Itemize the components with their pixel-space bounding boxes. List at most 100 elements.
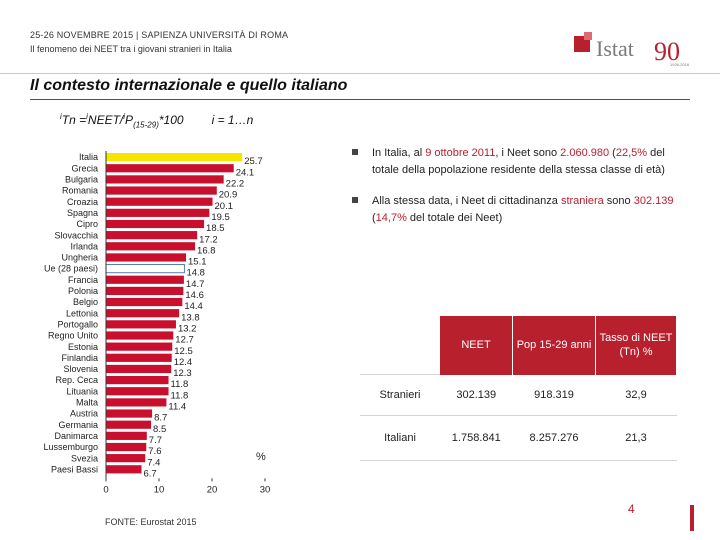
bullet-date: 9 ottobre 2011 [425, 147, 496, 159]
bullet-italy: In Italia, al 9 ottobre 2011, i Neet son… [352, 145, 682, 179]
table-cell: 302.139 [440, 374, 513, 416]
bar [106, 364, 172, 374]
header-event: 25-26 NOVEMBRE 2015 | SAPIENZA UNIVERSIT… [30, 30, 289, 40]
page-number: 4 [628, 502, 635, 516]
value-label: 7.4 [147, 457, 160, 468]
category-label: Lettonia [66, 308, 98, 318]
value-label: 25.7 [244, 156, 263, 167]
category-label: Spagna [67, 208, 98, 218]
bar [106, 242, 196, 251]
bar [106, 331, 174, 340]
category-label: Finlandia [61, 353, 98, 363]
bar [106, 219, 205, 229]
logo-anniversary: 90 [654, 37, 680, 66]
bar [106, 387, 169, 396]
table-cell: 8.257.276 [512, 415, 596, 461]
value-label: 11.8 [171, 390, 189, 401]
table-header: Pop 15-29 anni [512, 316, 596, 375]
value-label: 14.4 [184, 301, 203, 312]
logo-text: Istat [596, 36, 634, 61]
bar [106, 442, 147, 452]
bar [106, 275, 184, 284]
table-row-label: Italiani [360, 415, 440, 461]
value-label: 14.8 [186, 268, 205, 279]
category-label: Ungheria [61, 253, 98, 263]
formula-sup-1: i [60, 112, 62, 121]
bar [106, 431, 147, 440]
table-corner [360, 316, 440, 375]
value-label: 7.7 [149, 435, 162, 446]
table-header-row: NEET Pop 15-29 anni Tasso di NEET (Tn) % [360, 316, 677, 375]
value-label: 8.7 [154, 413, 167, 424]
category-label: Lituania [66, 386, 98, 396]
value-label: 22.2 [226, 179, 245, 190]
bar [106, 454, 146, 463]
formula-tn: Tn = [61, 113, 87, 127]
unit-label: % [256, 451, 266, 463]
category-label: Grecia [71, 163, 98, 173]
header-divider [0, 73, 720, 74]
x-tick-label: 0 [103, 484, 108, 495]
bullet-foreign-total: 302.139 [633, 195, 674, 207]
bar [106, 465, 142, 474]
value-label: 7.6 [148, 446, 161, 457]
bar [106, 153, 243, 162]
bar [105, 264, 185, 274]
category-label: Portogallo [57, 319, 98, 329]
category-label: Cipro [76, 219, 98, 229]
bullet-foreign: Alla stessa data, i Neet di cittadinanza… [352, 193, 682, 227]
bar [106, 186, 217, 195]
category-label: Italia [79, 152, 98, 162]
bar [106, 208, 210, 217]
istat-logo: Istat 90 1926-2016 [574, 32, 690, 67]
table-cell: 1.758.841 [440, 415, 513, 461]
value-label: 8.5 [153, 424, 166, 435]
bar [106, 164, 234, 173]
bar [106, 286, 184, 295]
table-row-label: Stranieri [360, 374, 440, 416]
value-label: 19.5 [211, 212, 230, 223]
value-label: 17.2 [199, 234, 218, 245]
value-label: 14.7 [186, 279, 205, 290]
header-subtitle: Il fenomeno dei NEET tra i giovani stran… [30, 44, 232, 54]
logo-tagline: 1926-2016 [670, 62, 690, 67]
table-row: Italiani 1.758.841 8.257.276 21,3 [360, 415, 677, 461]
value-label: 20.1 [215, 201, 234, 212]
chart-source: FONTE: Eurostat 2015 [105, 517, 197, 527]
category-label: Ue (28 paesi) [44, 264, 98, 274]
formula-p: P [125, 113, 134, 127]
title-underline [30, 99, 690, 100]
bullet-neet-pct: 22,5% [615, 147, 648, 159]
value-label: 20.9 [219, 190, 238, 201]
value-label: 11.4 [168, 402, 186, 413]
table-cell: 32,9 [595, 374, 677, 416]
x-tick-label: 20 [207, 484, 218, 495]
x-tick-label: 10 [154, 484, 165, 495]
value-label: 12.5 [174, 346, 193, 357]
value-label: 12.7 [175, 335, 194, 346]
table-header: Tasso di NEET (Tn) % [595, 316, 677, 375]
category-label: Danimarca [54, 431, 98, 441]
bullet-list: In Italia, al 9 ottobre 2011, i Neet son… [352, 145, 682, 241]
logo-square-small [584, 32, 592, 40]
bullet-marker-icon [352, 197, 358, 203]
category-label: Lussemburgo [43, 442, 98, 452]
bar [106, 197, 213, 206]
formula-neet: NEET/ [87, 113, 124, 127]
value-label: 6.7 [144, 468, 157, 479]
category-label: Slovacchia [54, 230, 98, 240]
formula: iTn =iNEET/iP(15-29)*100 i = 1…n [60, 112, 253, 129]
formula-sup-3: i [123, 112, 126, 121]
bullet-marker-icon [352, 149, 358, 155]
value-label: 24.1 [236, 167, 255, 178]
formula-sub: (15-29) [133, 120, 159, 130]
formula-times: *100 [158, 113, 184, 127]
bar [106, 376, 169, 385]
value-label: 11.8 [171, 379, 189, 390]
value-label: 16.8 [197, 245, 216, 256]
bar [106, 353, 172, 362]
neet-table: NEET Pop 15-29 anni Tasso di NEET (Tn) %… [360, 316, 677, 461]
bar [106, 420, 152, 429]
bar [106, 320, 176, 329]
category-label: Malta [76, 398, 98, 408]
